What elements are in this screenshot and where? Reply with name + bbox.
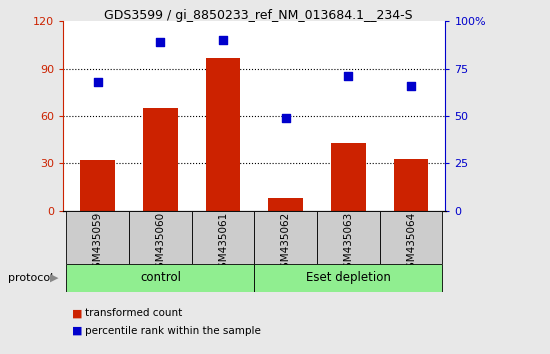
Bar: [331, 143, 366, 211]
Text: ▶: ▶: [50, 273, 58, 283]
Bar: [317, 211, 379, 264]
Point: [156, 39, 165, 45]
Bar: [67, 211, 129, 264]
Bar: [206, 58, 240, 211]
Bar: [80, 160, 115, 211]
Bar: [379, 211, 442, 264]
Text: ■: ■: [72, 308, 82, 318]
Text: ■: ■: [72, 326, 82, 336]
Point: [219, 37, 228, 43]
Bar: [143, 108, 178, 211]
Text: GDS3599 / gi_8850233_ref_NM_013684.1__234-S: GDS3599 / gi_8850233_ref_NM_013684.1__23…: [104, 9, 413, 22]
Point: [344, 73, 353, 79]
Bar: [129, 211, 192, 264]
Text: GSM435063: GSM435063: [343, 212, 353, 275]
Bar: [268, 198, 303, 211]
Text: protocol: protocol: [8, 273, 53, 283]
Point: [406, 83, 415, 88]
Text: control: control: [140, 272, 181, 284]
Text: GSM435059: GSM435059: [93, 212, 103, 275]
Bar: [192, 211, 254, 264]
Bar: [67, 264, 254, 292]
Text: GSM435060: GSM435060: [156, 212, 166, 275]
Text: percentile rank within the sample: percentile rank within the sample: [85, 326, 261, 336]
Point: [281, 115, 290, 121]
Bar: [254, 264, 442, 292]
Bar: [394, 159, 428, 211]
Text: GSM435062: GSM435062: [280, 212, 291, 275]
Text: transformed count: transformed count: [85, 308, 183, 318]
Text: GSM435064: GSM435064: [406, 212, 416, 275]
Text: Eset depletion: Eset depletion: [306, 272, 391, 284]
Point: [94, 79, 102, 85]
Bar: [254, 211, 317, 264]
Text: GSM435061: GSM435061: [218, 212, 228, 275]
